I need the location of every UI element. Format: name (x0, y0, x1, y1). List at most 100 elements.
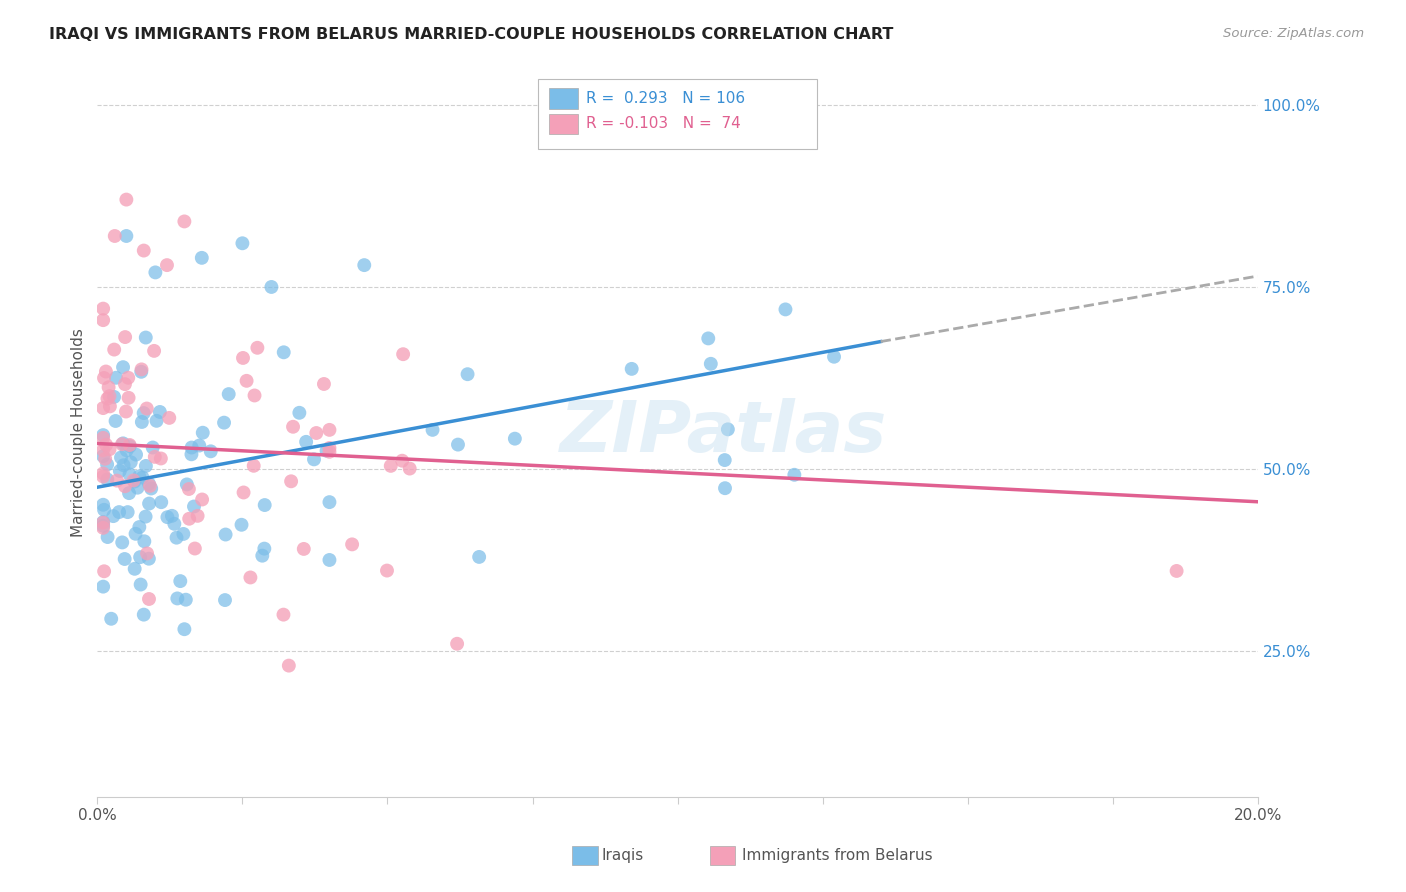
Point (380, 458, 402, 473)
Point (91, 498, 114, 512)
Point (143, 343, 166, 358)
Point (111, 535, 134, 549)
Point (184, 541, 207, 556)
Point (117, 391, 139, 405)
Point (103, 509, 125, 524)
Point (173, 214, 195, 228)
Point (775, 302, 797, 317)
Point (714, 481, 737, 495)
Point (191, 251, 214, 265)
Point (281, 419, 304, 434)
Point (375, 564, 398, 578)
Point (422, 423, 444, 437)
Point (295, 434, 318, 449)
Point (114, 377, 136, 392)
Point (187, 508, 209, 523)
Point (253, 541, 276, 556)
Point (93, 564, 115, 578)
Text: R =  0.293   N = 106: R = 0.293 N = 106 (586, 91, 745, 106)
Point (91, 521, 114, 535)
Point (112, 458, 135, 473)
Point (108, 505, 131, 519)
Point (156, 258, 179, 272)
Point (253, 498, 276, 512)
Point (91, 428, 114, 442)
Point (340, 537, 363, 551)
Point (149, 451, 172, 466)
Point (318, 495, 340, 509)
Point (145, 265, 167, 279)
Point (98, 400, 121, 414)
Point (93, 503, 115, 517)
Point (446, 637, 468, 651)
Point (97, 380, 120, 394)
Point (174, 592, 197, 607)
Point (172, 527, 194, 541)
FancyBboxPatch shape (548, 88, 578, 109)
Point (97, 530, 120, 544)
Point (138, 592, 160, 607)
Point (1166, 564, 1188, 578)
Point (717, 422, 740, 436)
Point (169, 574, 191, 588)
Point (503, 432, 526, 446)
Point (468, 549, 491, 564)
Point (457, 368, 479, 382)
Point (118, 439, 141, 453)
Point (138, 476, 160, 491)
Point (214, 527, 236, 541)
Point (188, 439, 211, 453)
Point (242, 458, 264, 473)
Point (91, 467, 114, 481)
Point (392, 347, 415, 361)
Point (91, 449, 114, 463)
Point (135, 401, 157, 416)
Point (141, 482, 163, 496)
Point (104, 414, 127, 428)
Point (94, 438, 117, 452)
Point (134, 534, 156, 549)
Y-axis label: Married-couple Households: Married-couple Households (72, 328, 86, 537)
Point (108, 464, 131, 478)
Point (114, 330, 136, 344)
Point (288, 406, 311, 420)
Point (179, 512, 201, 526)
Point (131, 415, 153, 429)
Point (214, 593, 236, 607)
Point (135, 458, 157, 473)
Point (103, 343, 125, 357)
Point (117, 505, 139, 519)
Point (91, 580, 114, 594)
Point (100, 612, 122, 626)
Point (91, 443, 114, 458)
Point (129, 550, 152, 565)
Point (135, 509, 157, 524)
Point (173, 622, 195, 636)
Point (132, 406, 155, 420)
Point (160, 508, 183, 523)
Text: Immigrants from Belarus: Immigrants from Belarus (742, 848, 934, 863)
Point (273, 607, 295, 622)
Point (91, 469, 114, 483)
Point (91, 401, 114, 415)
Point (277, 658, 299, 673)
Point (312, 376, 335, 391)
Point (823, 350, 845, 364)
Point (118, 438, 141, 452)
Point (163, 516, 186, 531)
Text: R = -0.103   N =  74: R = -0.103 N = 74 (586, 116, 741, 131)
Point (112, 360, 135, 375)
Point (115, 229, 138, 244)
Point (315, 443, 337, 458)
Point (305, 425, 328, 440)
Point (131, 362, 153, 376)
Point (91, 516, 114, 530)
Point (145, 414, 167, 428)
Point (166, 591, 188, 606)
Point (94, 364, 117, 378)
Point (156, 510, 179, 524)
Point (115, 404, 138, 418)
Point (96, 458, 118, 472)
Point (180, 441, 202, 455)
Point (232, 485, 254, 500)
